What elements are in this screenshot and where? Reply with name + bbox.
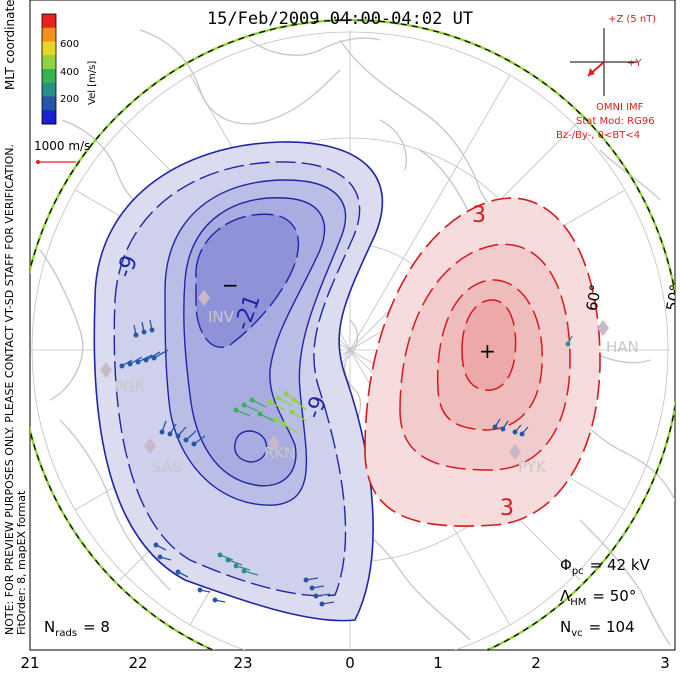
station-label-pyk: PYK	[518, 458, 547, 476]
mlt-label-2: 2	[531, 654, 541, 672]
velocity-vectors	[119, 319, 573, 607]
imf-model: Stat Mod: RG96	[576, 116, 655, 127]
imf-labels: +Z (5 nT) +Y OMNI IMF Stat Mod: RG96 Bz-…	[556, 14, 656, 141]
hm-boundary-dashed	[30, 19, 675, 650]
mlt-label-22: 22	[128, 654, 147, 672]
lat-label-50: 50°	[663, 283, 680, 312]
station-label-inv: INV	[208, 308, 235, 326]
positive-potential-cell	[364, 197, 601, 527]
vector-count: Nvc = 104	[560, 618, 635, 639]
hm-boundary-latitude: ΛHM = 50°	[560, 587, 636, 608]
mlt-axis: 21 22 23 0 1 2 3	[20, 654, 669, 672]
fit-order-note: FitOrder: 8, mapEX format	[15, 490, 28, 635]
imf-by-label: +Y	[627, 58, 642, 69]
colorbar-segment	[42, 96, 56, 111]
colorbar-segment	[42, 82, 56, 97]
mlt-label-23: 23	[233, 654, 252, 672]
colorbar-tick-400: 400	[60, 67, 79, 78]
coordinates-label: MLT coordinates	[3, 0, 17, 90]
colorbar-segment	[42, 14, 56, 29]
colorbar-border	[41, 13, 57, 125]
imf-condition: Bz-/By-, 0<BT<4	[556, 130, 640, 141]
mlt-label-1: 1	[433, 654, 443, 672]
colorbar-tick-200: 200	[60, 94, 79, 105]
colorbar-segment	[42, 110, 56, 125]
station-label-sas: SAS	[152, 458, 182, 476]
station-label-pgr: PGR	[114, 378, 145, 396]
station-labels: INV PGR SAS RKN HAN PYK	[114, 308, 639, 476]
station-markers	[100, 290, 609, 460]
negative-potential-cell	[93, 141, 384, 622]
colorbar-tick-600: 600	[60, 39, 79, 50]
colorbar-segment	[42, 55, 56, 70]
colorbar-ticks: 600 400 200	[60, 39, 79, 105]
lat-label-60: 60°	[583, 283, 605, 312]
potential-minimum-marker: −	[222, 273, 239, 297]
contour-label-pos-1: 3	[472, 203, 486, 228]
radar-count: Nrads = 8	[44, 618, 110, 639]
velocity-scale-label: 1000 m/s	[34, 139, 90, 153]
velocity-scale-dot	[36, 160, 40, 164]
map-title: 15/Feb/2009 04:00-04:02 UT	[207, 9, 473, 29]
preview-note: NOTE: FOR PREVIEW PURPOSES ONLY. PLEASE …	[3, 144, 16, 635]
imf-bz-label: +Z (5 nT)	[608, 14, 656, 25]
colorbar-label: Vel [m/s]	[87, 61, 98, 105]
cross-polar-potential: Φpc = 42 kV	[560, 556, 651, 577]
colorbar-segment	[42, 41, 56, 56]
velocity-colorbar	[41, 13, 57, 125]
mlt-label-0: 0	[345, 654, 355, 672]
fit-statistics: Φpc = 42 kV ΛHM = 50° Nvc = 104 Nrads = 8	[44, 556, 651, 639]
imf-source: OMNI IMF	[596, 102, 644, 113]
imf-clock	[570, 28, 638, 96]
contour-label-pos-2: 3	[500, 496, 514, 521]
station-label-rkn: RKN	[264, 444, 295, 462]
colorbar-segment	[42, 27, 56, 42]
plot-frame	[29, 0, 676, 651]
mlt-label-3: 3	[660, 654, 670, 672]
station-label-han: HAN	[606, 338, 639, 356]
mlt-label-21: 21	[20, 654, 39, 672]
potential-maximum-marker: +	[479, 339, 496, 363]
colorbar-segment	[42, 69, 56, 84]
